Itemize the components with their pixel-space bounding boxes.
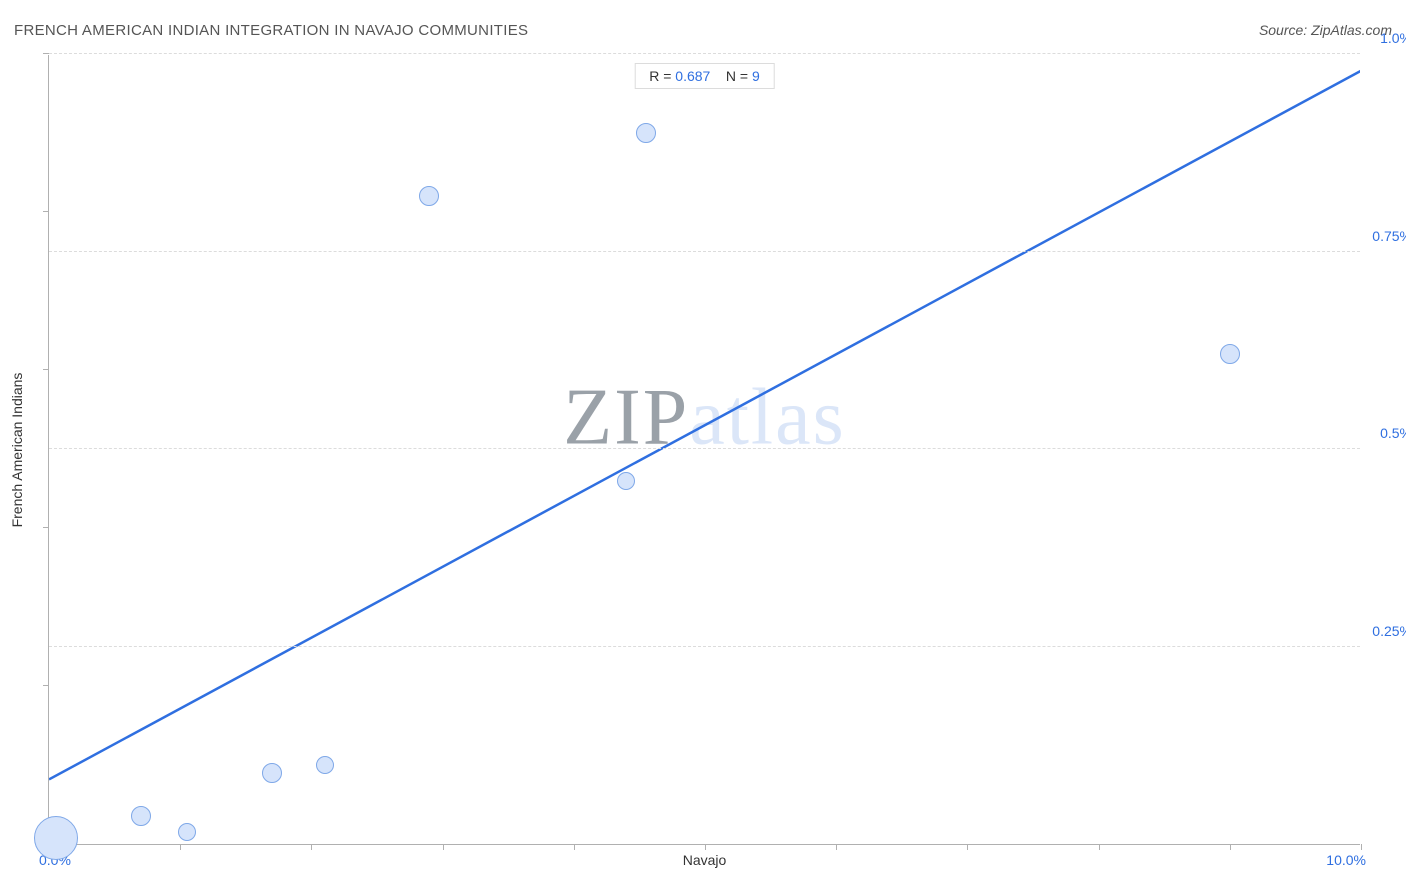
scatter-plot: ZIPatlas R = 0.687 N = 9 French American… xyxy=(48,55,1360,845)
gridline xyxy=(49,251,1360,252)
y-gridline-label: 0.25% xyxy=(1366,623,1406,639)
data-point xyxy=(262,763,282,783)
x-tick xyxy=(705,844,706,850)
x-tick xyxy=(574,844,575,850)
y-tick xyxy=(43,53,49,54)
r-value: 0.687 xyxy=(675,68,710,84)
x-axis-max: 10.0% xyxy=(1326,852,1366,868)
y-tick xyxy=(43,685,49,686)
r-label: R = xyxy=(649,68,675,84)
gridline xyxy=(49,646,1360,647)
x-tick xyxy=(180,844,181,850)
x-axis-label: Navajo xyxy=(683,852,727,868)
data-point xyxy=(34,816,78,860)
y-tick xyxy=(43,527,49,528)
data-point xyxy=(636,123,656,143)
data-point xyxy=(131,806,151,826)
data-point xyxy=(178,823,196,841)
x-tick xyxy=(443,844,444,850)
y-tick xyxy=(43,369,49,370)
y-tick xyxy=(43,211,49,212)
x-tick xyxy=(836,844,837,850)
x-tick xyxy=(967,844,968,850)
x-tick xyxy=(1230,844,1231,850)
watermark: ZIPatlas xyxy=(563,372,846,463)
y-gridline-label: 0.75% xyxy=(1366,228,1406,244)
x-tick xyxy=(1361,844,1362,850)
data-point xyxy=(419,186,439,206)
trendline xyxy=(49,55,1360,844)
data-point xyxy=(1220,344,1240,364)
stats-box: R = 0.687 N = 9 xyxy=(634,63,775,89)
y-gridline-label: 1.0% xyxy=(1374,30,1406,46)
gridline xyxy=(49,53,1360,54)
x-tick xyxy=(311,844,312,850)
y-axis-label: French American Indians xyxy=(9,372,25,527)
gridline xyxy=(49,448,1360,449)
source-label: Source: ZipAtlas.com xyxy=(1259,22,1392,38)
n-value: 9 xyxy=(752,68,760,84)
y-gridline-label: 0.5% xyxy=(1374,425,1406,441)
data-point xyxy=(316,756,334,774)
x-tick xyxy=(1099,844,1100,850)
n-label: N = xyxy=(726,68,752,84)
data-point xyxy=(617,472,635,490)
chart-title: FRENCH AMERICAN INDIAN INTEGRATION IN NA… xyxy=(14,22,528,39)
